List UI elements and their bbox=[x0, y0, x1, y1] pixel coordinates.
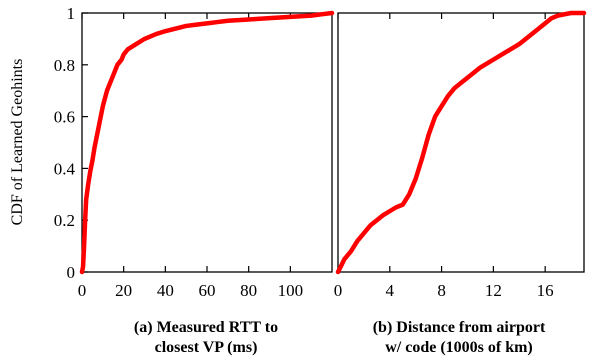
panel-b-caption-line1: (b) Distance from airport bbox=[373, 319, 546, 336]
y-tick-label-a-0: 0 bbox=[67, 263, 76, 282]
panel-a-cdf-line bbox=[79, 10, 335, 275]
y-tick-label-a-4: 0.8 bbox=[54, 56, 75, 75]
y-tick-label-a-5: 1 bbox=[67, 4, 76, 23]
x-tick-label-b-3: 12 bbox=[485, 281, 502, 300]
panel-a: 0 0.2 0.4 0.6 0.8 1 0 20 40 60 80 100 (a) Measured… bbox=[54, 4, 335, 356]
panel-b-caption-line2: w/ code (1000s of km) bbox=[385, 339, 533, 356]
y-tick-label-a-1: 0.2 bbox=[54, 211, 75, 230]
x-tick-label-b-0: 0 bbox=[334, 281, 343, 300]
y-tick-label-a-2: 0.4 bbox=[54, 159, 76, 178]
panel-b-cdf-line bbox=[335, 10, 587, 275]
x-tick-label-a-5: 100 bbox=[278, 281, 304, 300]
y-axis-title: CDF of Learned Geohints bbox=[9, 59, 26, 226]
panel-a-caption-line2: closest VP (ms) bbox=[155, 339, 258, 356]
x-tick-label-a-3: 60 bbox=[199, 281, 216, 300]
panel-a-frame bbox=[81, 12, 333, 273]
panel-a-caption-line1: (a) Measured RTT to bbox=[134, 319, 278, 336]
panel-b-x-axis: 0 4 8 12 16 bbox=[334, 13, 554, 300]
x-tick-label-a-0: 0 bbox=[78, 281, 87, 300]
panel-b: 0 4 8 12 16 (b) Distance from airport w/ cod… bbox=[334, 10, 587, 356]
x-tick-label-a-4: 80 bbox=[240, 281, 257, 300]
panel-b-frame bbox=[337, 12, 585, 273]
x-tick-label-b-4: 16 bbox=[537, 281, 554, 300]
x-tick-label-b-1: 4 bbox=[386, 281, 395, 300]
panel-a-x-axis: 0 20 40 60 80 100 bbox=[78, 13, 303, 300]
x-tick-label-a-2: 40 bbox=[157, 281, 174, 300]
x-tick-label-a-1: 20 bbox=[115, 281, 132, 300]
panel-a-y-axis: 0 0.2 0.4 0.6 0.8 1 bbox=[54, 4, 88, 282]
x-tick-label-b-2: 8 bbox=[437, 281, 446, 300]
y-tick-label-a-3: 0.6 bbox=[54, 108, 75, 127]
